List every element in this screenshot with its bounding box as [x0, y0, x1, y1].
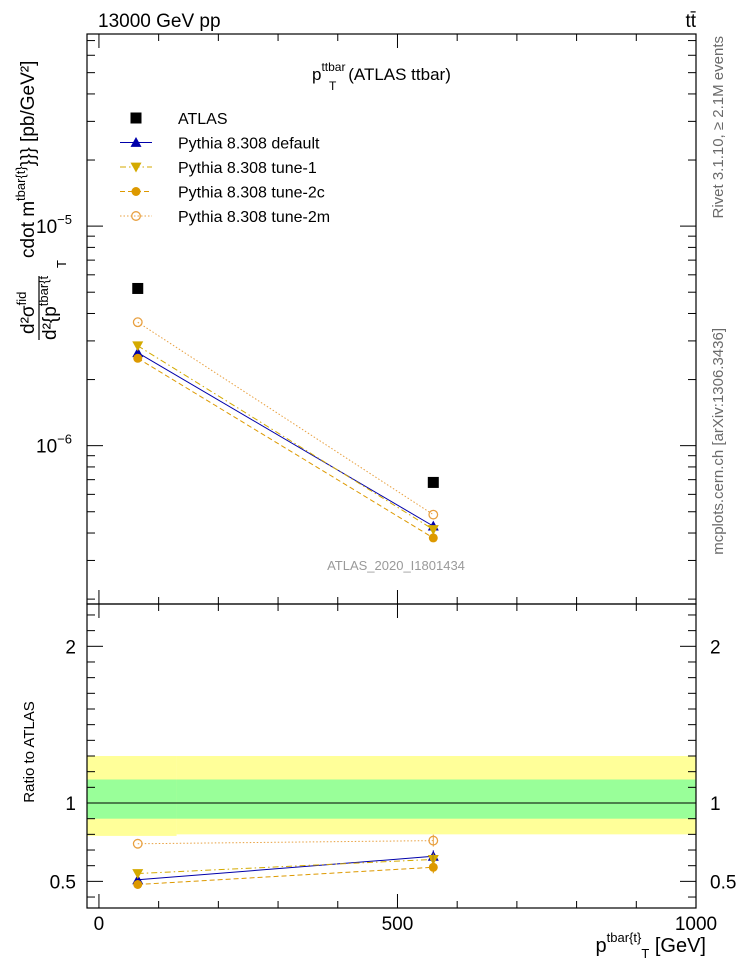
ylabel-tail-main: cdot m [18, 201, 39, 258]
ratio-point-tune2c [133, 879, 143, 889]
analysis-watermark: ATLAS_2020_I1801434 [327, 558, 465, 573]
xlabel-sub: T [641, 946, 649, 961]
plot-title-rest: (ATLAS ttbar) [343, 65, 450, 84]
ylabel-frac-top-sup: fid [14, 292, 29, 306]
rivet-label: Rivet 3.1.10, ≥ 2.1M events [710, 36, 727, 219]
ylabel-frac-top: d²σ [18, 305, 39, 334]
y-tick-label: 10−5 [36, 212, 72, 238]
ratio-y-tick-label: 1 [65, 794, 76, 815]
plot-title-sub: T [329, 79, 337, 93]
band-inner-0 [87, 779, 177, 819]
ratio-line-tune2m [137, 840, 434, 845]
series-line-tune2c [137, 357, 434, 539]
xlabel-sup: tbar{t} [607, 930, 642, 945]
legend-marker-tune2m [131, 211, 141, 221]
process-label: tt̄ [685, 11, 696, 32]
ylabel-tail-sup: tbar{t} [13, 166, 28, 201]
ratio-y-label: Ratio to ATLAS [21, 701, 38, 802]
point-data [427, 476, 439, 488]
legend-label-data: ATLAS [178, 111, 228, 128]
ratio-y-tick-label: 0.5 [50, 872, 76, 893]
x-tick-label: 0 [94, 914, 105, 935]
legend-label-default: Pythia 8.308 default [178, 136, 320, 153]
legend-marker-tune2c [131, 187, 141, 196]
ratio-y-tick-label-right: 1 [710, 794, 721, 815]
x-tick-label: 1000 [675, 914, 717, 935]
ratio-y-tick-label-right: 2 [710, 637, 721, 658]
y-tick-label: 10−6 [36, 432, 72, 458]
x-axis-label: ptbar{t}T [GeV] [596, 930, 706, 961]
point-tune1 [427, 525, 439, 536]
ylabel-frac-bottom: d²{p [40, 306, 61, 340]
mcplots-label: mcplots.cern.ch [arXiv:1306.3436] [710, 328, 727, 555]
ratio-panel: 0 500 1000 0.5 0.5 1 1 2 2 [50, 603, 736, 935]
ratio-line-default [137, 855, 434, 881]
ratio-point-tune2m [132, 838, 143, 849]
svg-text:d²σfid: d²σfid [14, 292, 39, 334]
legend-marker-data [130, 112, 142, 124]
legend-marker-tune1 [130, 162, 142, 173]
point-data [132, 282, 144, 294]
main-panel: 10−5 10−6 [36, 33, 697, 605]
point-tune2c [428, 533, 438, 543]
ratio-line-tune2c [137, 866, 434, 885]
ylabel-frac-bottom-sub: T [54, 260, 69, 268]
plot-title-main: p [312, 65, 321, 84]
series-line-default [137, 352, 434, 527]
ratio-y-tick-label-right: 0.5 [710, 872, 736, 893]
point-tune1 [132, 341, 144, 352]
ratio-point-tune1 [132, 869, 144, 880]
band-inner-1 [176, 779, 696, 819]
x-tick-label: 500 [382, 914, 414, 935]
plot-title: pttbar (ATLAS ttbar) [312, 60, 451, 84]
legend-label-tune1: Pythia 8.308 tune-1 [178, 160, 317, 177]
legend-label-tune2m: Pythia 8.308 tune-2m [178, 209, 330, 226]
svg-text:cdot mtbar{t}}}} [pb/GeV²]: cdot mtbar{t}}}} [pb/GeV²] [13, 61, 39, 258]
xlabel-rest: [GeV] [649, 935, 706, 957]
ylabel-frac-bottom-sup: tbar{t [36, 275, 51, 306]
y-axis-label: d²σfid d²{ptbar{t T cdot mtbar{t}}}} [pb… [13, 61, 69, 340]
svg-text:d²{ptbar{t: d²{ptbar{t [36, 275, 61, 340]
point-tune2c [133, 353, 143, 363]
ratio-line-tune1 [137, 858, 434, 875]
legend-marker-default [130, 137, 142, 147]
energy-label: 13000 GeV pp [98, 11, 221, 32]
series-line-tune1 [137, 345, 434, 530]
xlabel-main: p [596, 935, 607, 957]
legend-label-tune2c: Pythia 8.308 tune-2c [178, 185, 325, 202]
plot-title-sup: ttbar [321, 60, 345, 74]
point-tune2m [428, 509, 439, 520]
ratio-y-tick-label: 2 [65, 637, 76, 658]
point-tune2m [132, 317, 143, 328]
series-line-tune2m [137, 321, 434, 516]
legend: ATLAS Pythia 8.308 default Pythia 8.308 tu… [120, 111, 330, 226]
point-default [132, 347, 144, 358]
ylabel-tail-rest: }}} [pb/GeV²] [18, 61, 39, 167]
